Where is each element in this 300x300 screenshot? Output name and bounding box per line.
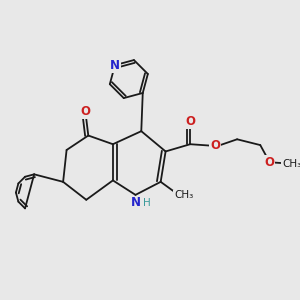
Text: CH₃: CH₃: [174, 190, 194, 200]
Text: O: O: [264, 156, 274, 169]
Text: N: N: [110, 59, 120, 72]
Text: O: O: [210, 139, 220, 152]
Text: CH₃: CH₃: [282, 159, 300, 169]
Text: O: O: [80, 105, 90, 118]
Text: H: H: [142, 198, 150, 208]
Text: N: N: [131, 196, 141, 209]
Text: O: O: [185, 115, 195, 128]
